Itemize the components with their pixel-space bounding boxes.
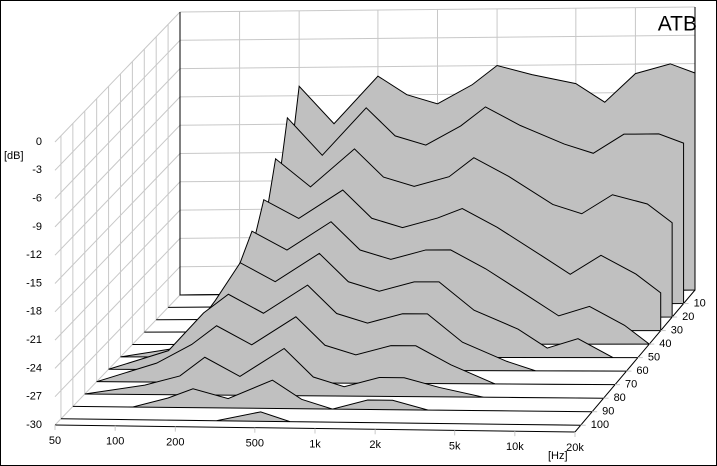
side-grid-line [54,11,181,143]
x-tick-label: 5k [449,440,461,452]
y-axis-label: [dB] [4,150,24,162]
z-tick-label: 60 [636,365,648,377]
side-grid-line [54,124,181,256]
side-grid-line [54,39,181,171]
side-grid-line [54,181,181,313]
z-tick-label: 30 [671,324,683,336]
z-tick-label: 10 [694,297,706,309]
side-grid-line [54,153,181,284]
z-tick-label: 70 [625,379,637,391]
y-tick-label: -27 [26,391,42,403]
decay-slice [72,379,593,413]
z-tick-label: 90 [602,406,614,418]
x-axis-label: [Hz] [548,450,568,462]
z-tick-label: 20 [682,311,694,323]
side-grid-line [54,294,181,426]
y-tick-label: -24 [26,362,42,374]
x-tick-label: 20k [566,442,584,454]
x-tick-label: 2k [369,439,381,451]
decay-slice [84,347,604,399]
side-grid-line [54,209,181,341]
decay-slice [96,316,616,386]
x-tick-label: 200 [166,437,184,449]
y-tick-label: -3 [32,164,42,176]
side-grid-line [54,68,181,199]
y-tick-label: -18 [26,306,42,318]
x-tick-label: 10k [506,441,524,453]
y-tick-label: -15 [26,277,42,289]
chart-title: ATB [658,13,697,36]
z-tick-label: 80 [614,392,626,404]
side-grid-line [54,238,181,369]
y-tick-label: -30 [26,419,42,431]
x-tick-label: 1k [309,438,321,450]
x-tick-label: 500 [246,438,264,450]
y-tick-label: -9 [32,221,42,233]
y-tick-label: -6 [32,193,42,205]
y-tick-label: -12 [26,249,42,261]
z-tick-label: 100 [591,419,609,431]
z-tick-label: 50 [648,352,660,364]
y-tick-label: -21 [26,334,42,346]
x-tick-label: 50 [49,435,61,447]
side-grid-line [54,96,181,228]
decay-slice [60,411,581,426]
x-tick-label: 100 [106,436,124,448]
y-tick-label: 0 [36,136,42,148]
side-grid-line [54,266,181,398]
z-tick-label: 40 [659,338,671,350]
